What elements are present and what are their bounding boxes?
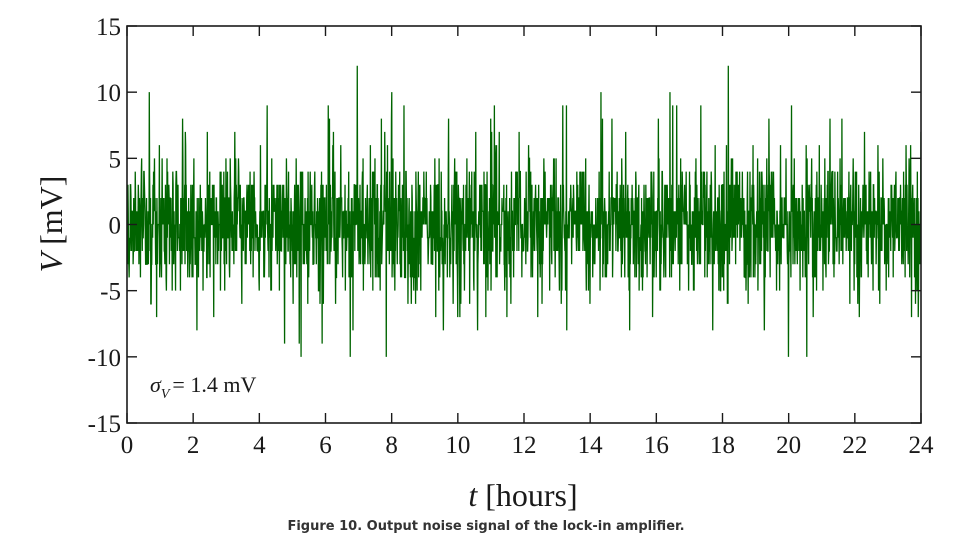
x-axis-unit: [hours] bbox=[485, 477, 577, 513]
x-axis-label: t [hours] bbox=[468, 477, 577, 513]
x-tick-label: 10 bbox=[445, 432, 470, 459]
y-tick-label: 15 bbox=[96, 14, 121, 41]
x-tick-label: 16 bbox=[644, 432, 669, 459]
y-tick-label: -5 bbox=[100, 279, 121, 306]
x-tick-label: 12 bbox=[512, 432, 537, 459]
y-tick-label: 0 bbox=[109, 213, 122, 240]
sigma-annotation: σV = 1.4 mV bbox=[150, 372, 256, 402]
y-tick-label: -15 bbox=[88, 411, 121, 438]
y-axis-label: V [mV] bbox=[33, 176, 69, 273]
y-tick-label: -10 bbox=[88, 345, 121, 372]
y-tick-label: 10 bbox=[96, 80, 121, 107]
x-tick-label: 8 bbox=[385, 432, 398, 459]
x-tick-label: 14 bbox=[578, 432, 604, 459]
x-tick-label: 0 bbox=[121, 432, 134, 459]
y-axis-var: V bbox=[33, 249, 69, 272]
x-tick-label: 6 bbox=[319, 432, 332, 459]
y-tick-label: 5 bbox=[109, 146, 122, 173]
x-tick-label: 4 bbox=[253, 432, 266, 459]
y-axis-unit: [mV] bbox=[33, 176, 69, 245]
x-tick-label: 2 bbox=[187, 432, 200, 459]
sigma-subscript: V bbox=[161, 387, 171, 402]
x-tick-label: 22 bbox=[842, 432, 867, 459]
figure-caption: Figure 10. Output noise signal of the lo… bbox=[287, 519, 685, 534]
sigma-value: = 1.4 mV bbox=[172, 372, 256, 397]
noise-series-line bbox=[127, 65, 921, 357]
x-tick-label: 24 bbox=[909, 432, 935, 459]
x-tick-label: 18 bbox=[710, 432, 735, 459]
x-axis-var: t bbox=[468, 477, 478, 513]
sigma-symbol: σ bbox=[150, 372, 162, 397]
x-tick-label: 20 bbox=[776, 432, 801, 459]
